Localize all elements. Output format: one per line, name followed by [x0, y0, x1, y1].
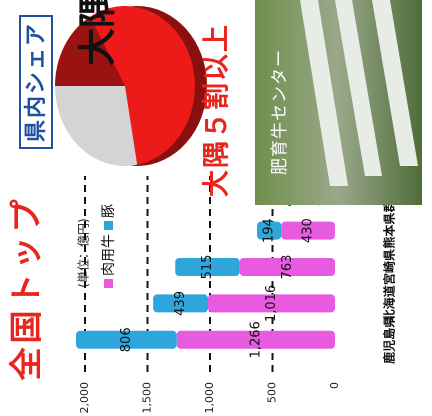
pie-slice: [55, 86, 138, 167]
share-caption: 大隅５割以上: [201, 23, 233, 197]
legend-label: 豚: [101, 204, 117, 218]
bar-segment: [281, 221, 335, 240]
photo: 肥育牛センター: [255, 0, 422, 205]
value-label: 806: [119, 327, 134, 352]
bar-segment: [176, 330, 335, 349]
x-tick-label: 熊本県: [382, 213, 397, 249]
chart-title: 全国トップ: [7, 196, 46, 382]
unit-label: (単位：億円): [76, 218, 91, 287]
legend-label: 肉用牛: [101, 234, 117, 276]
y-tick-label: 1,500: [141, 382, 154, 414]
bar-segment: [208, 294, 335, 313]
value-label: 1,016: [264, 285, 279, 322]
bar-segment: [153, 294, 208, 313]
x-tick-label: 宮崎県: [382, 249, 397, 285]
pie-slice: [90, 6, 195, 165]
value-label: 194: [262, 218, 277, 243]
bar-segment: [175, 258, 240, 276]
photo-bg: [255, 0, 422, 205]
pie-label: 大隅: [76, 0, 120, 66]
share-title: 県内シェア: [24, 22, 49, 142]
value-label: 515: [200, 255, 215, 280]
y-tick-label: 1,000: [203, 382, 216, 414]
pie: [55, 6, 207, 167]
value-label: 763: [280, 255, 295, 280]
photo-roofs: [300, 0, 418, 186]
rotated-canvas: 全国トップ (単位：億円) 0 500 1,000 1,500 2,000 肉用牛 豚鹿児島…: [7, 0, 422, 414]
bar-segment: [76, 330, 177, 349]
value-label: 439: [173, 291, 188, 316]
x-tick-label: 鹿児島県: [382, 316, 397, 364]
y-tick-label: 2,000: [78, 382, 91, 414]
value-label: 1,266: [248, 321, 263, 358]
pie-slice: [55, 16, 125, 86]
y-tick-label: 500: [266, 382, 279, 403]
share-title-box: [19, 15, 53, 149]
legend-swatch: [104, 279, 113, 288]
value-label: 430: [301, 218, 316, 243]
x-tick-label: 北海道: [382, 285, 397, 321]
legend-swatch: [104, 221, 113, 230]
bar-segment: [239, 258, 335, 276]
bar-segment: [257, 221, 282, 240]
photo-caption: 肥育牛センター: [270, 49, 290, 175]
y-tick-label: 0: [328, 382, 341, 389]
